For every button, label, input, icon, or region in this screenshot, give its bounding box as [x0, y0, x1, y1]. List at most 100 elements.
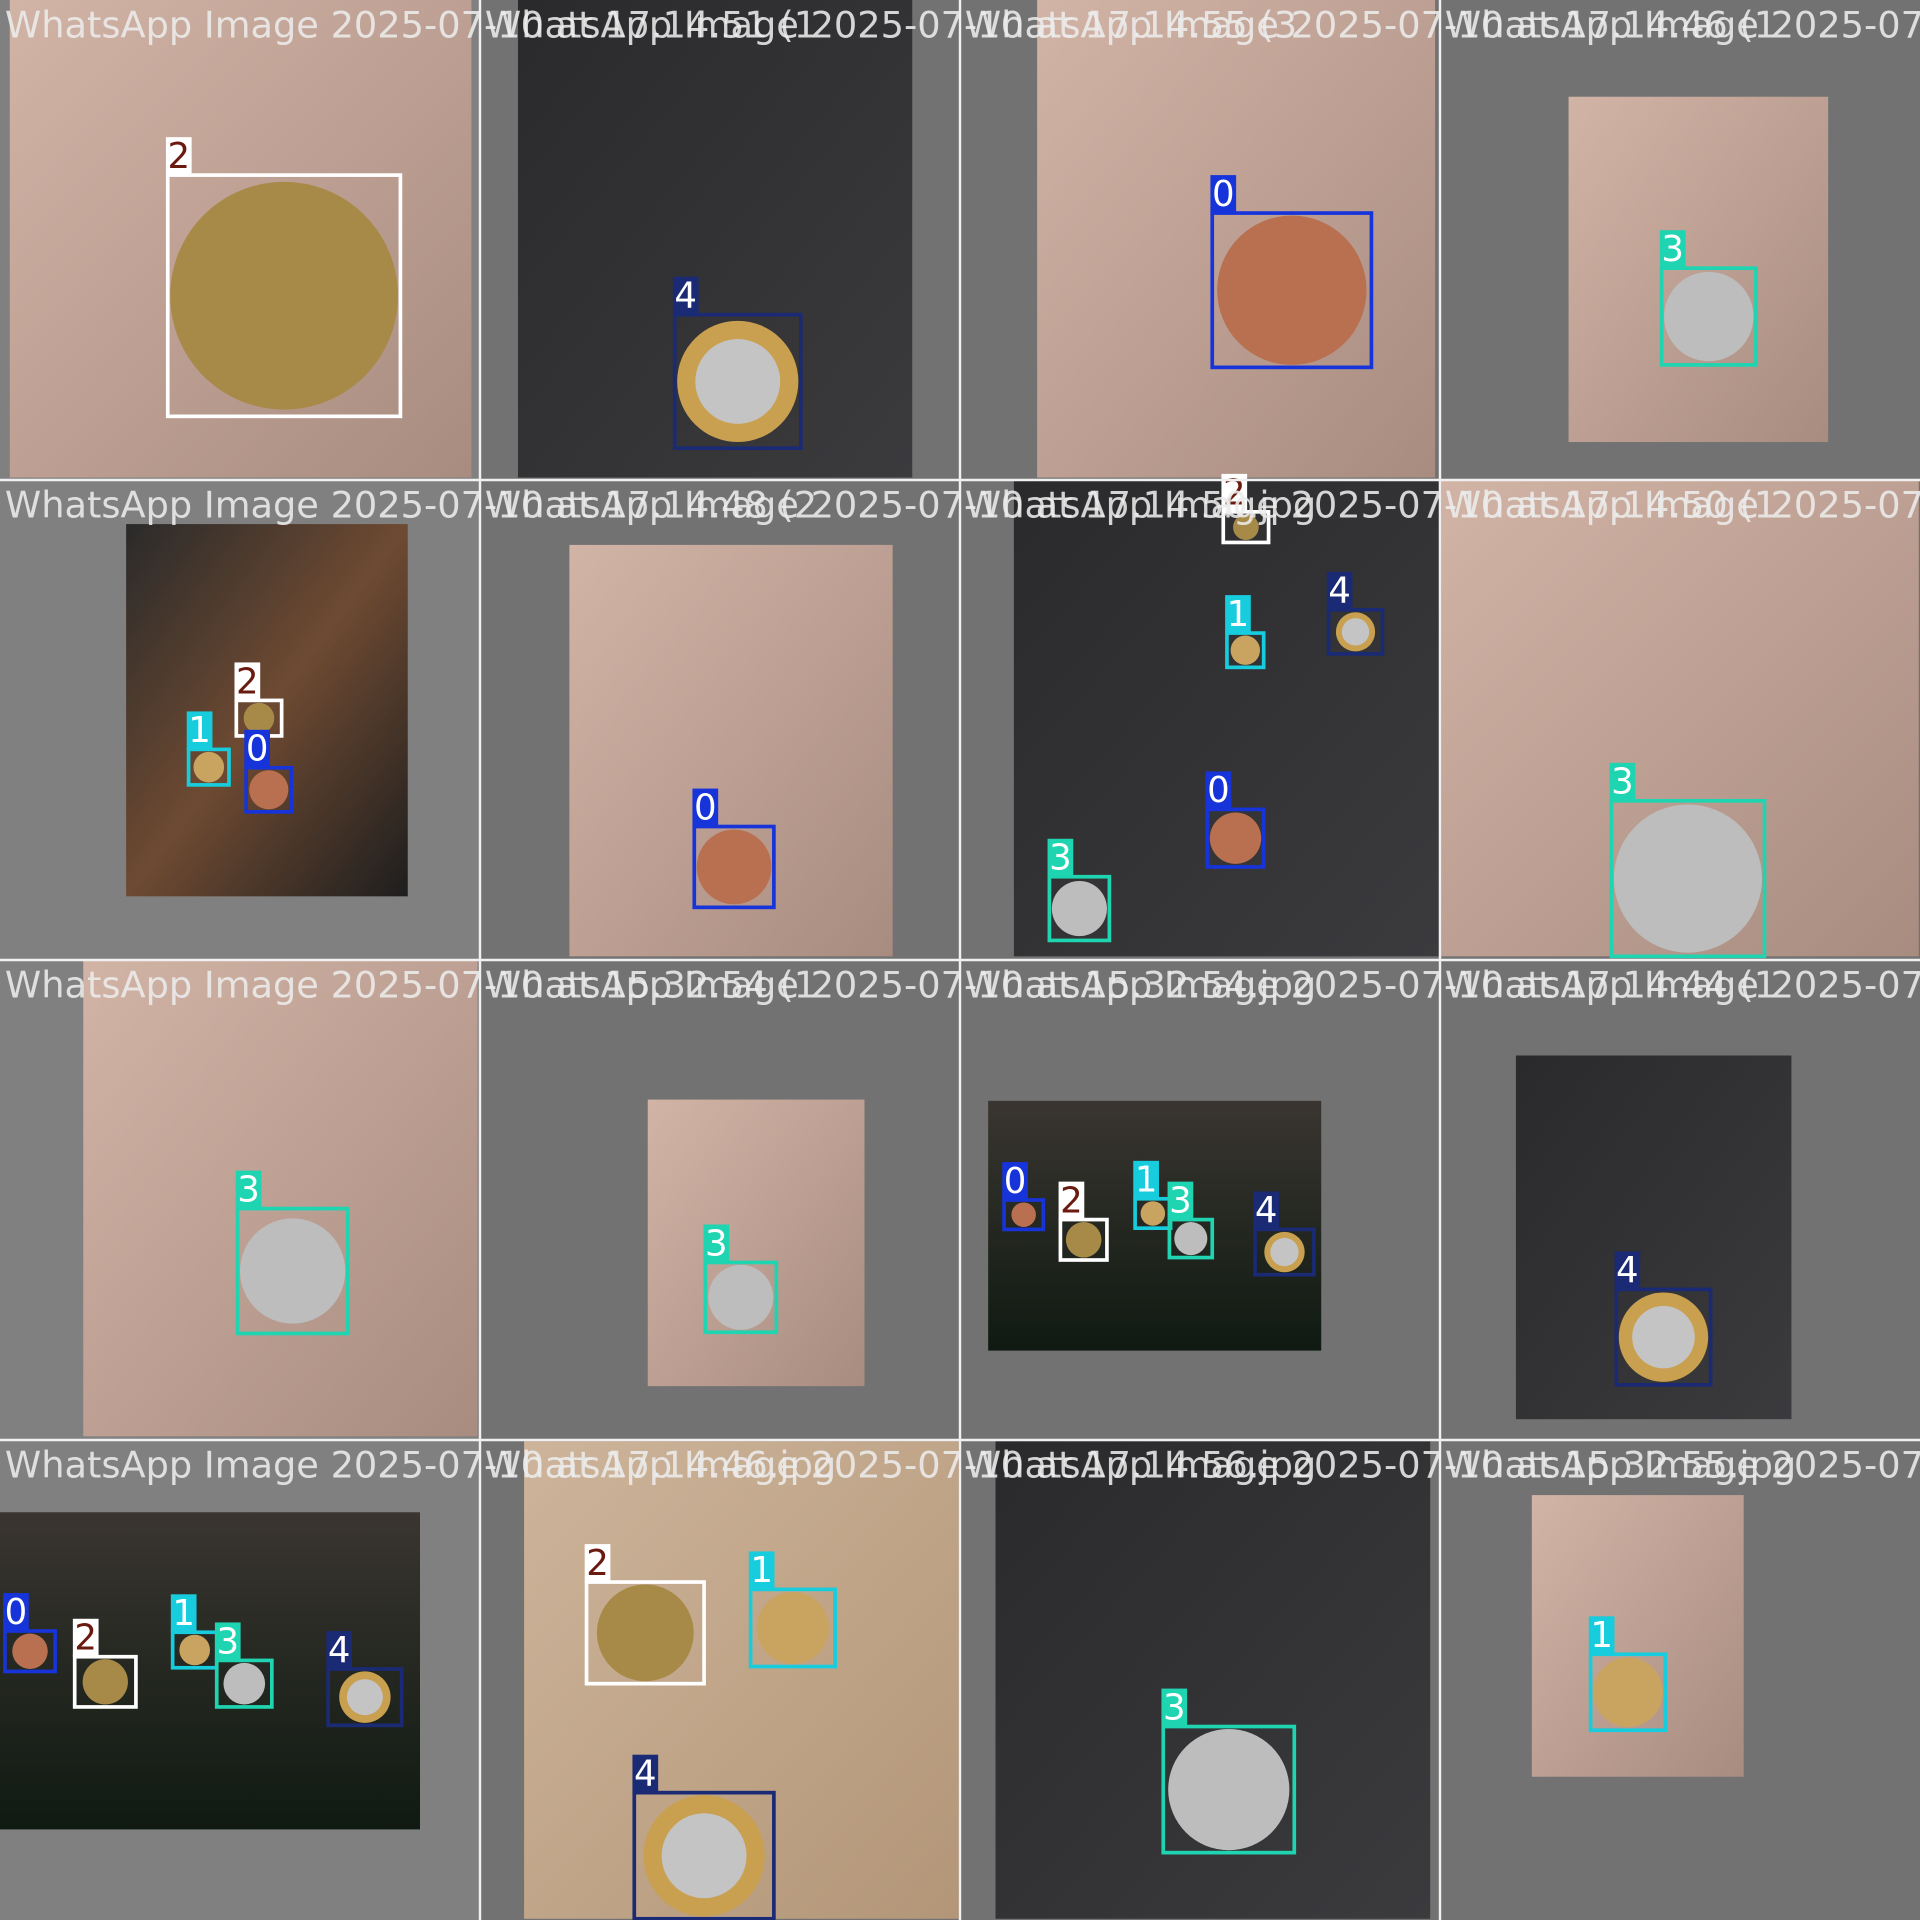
- coin: [708, 1264, 774, 1330]
- label-tag: [186, 711, 213, 750]
- image-title: WhatsApp Image 2025-07-10 at 17.14.50 (1: [965, 483, 1777, 526]
- bounding-box: [1659, 266, 1758, 367]
- class-label: 3: [237, 1169, 260, 1210]
- class-label: 3: [216, 1621, 239, 1662]
- class-label: 3: [1049, 838, 1072, 879]
- class-label: 2: [74, 1618, 97, 1659]
- image-title: WhatsApp Image 2025-07-10 at 17.14.50.jp…: [485, 483, 1316, 526]
- class-label: 1: [1590, 1615, 1613, 1656]
- coin: [1217, 215, 1367, 365]
- coin: [1168, 1728, 1290, 1851]
- class-label: 1: [750, 1550, 773, 1591]
- label-tag: [1047, 838, 1074, 877]
- coin: [170, 181, 398, 410]
- class-label: 3: [1163, 1687, 1186, 1728]
- photo: [1531, 1495, 1744, 1777]
- label-tag: [244, 729, 270, 768]
- bounding-box: [1205, 807, 1266, 869]
- bounding-box: [1326, 607, 1385, 656]
- bounding-box: [3, 1629, 57, 1674]
- bounding-box: [214, 1658, 274, 1709]
- coin: [1230, 635, 1260, 665]
- photo: [647, 1099, 865, 1387]
- label-tag: [1002, 1162, 1028, 1200]
- image-title: WhatsApp Image 2025-07-10 at 17.14.48 (2: [5, 483, 817, 526]
- label-tag: [1326, 571, 1353, 610]
- label-tag: [326, 1631, 353, 1669]
- label-tag: [632, 1754, 659, 1793]
- image-title: WhatsApp Image 2025-07-10 at 15.32.54 (1: [5, 963, 817, 1006]
- bounding-box: [72, 1654, 138, 1709]
- label-tag: [1205, 771, 1232, 810]
- photo: [1037, 0, 1436, 478]
- class-label: 0: [1004, 1161, 1027, 1202]
- class-label: 1: [188, 710, 211, 751]
- image-title: WhatsApp Image 2025-07-1: [1445, 963, 1920, 1006]
- class-label: 4: [328, 1630, 351, 1671]
- label-tag: [1133, 1160, 1159, 1199]
- coin: [249, 770, 289, 810]
- coin: [1051, 881, 1107, 937]
- bounding-box: [692, 824, 776, 910]
- label-tag: [1609, 762, 1636, 801]
- coin: [12, 1633, 48, 1669]
- label-tag: [703, 1224, 730, 1263]
- coin-center: [1632, 1305, 1695, 1369]
- coin: [1209, 812, 1262, 864]
- class-label: 1: [1227, 594, 1250, 635]
- image-title: WhatsApp Image 2025-07-10 at 17.14.51 (1: [5, 3, 817, 46]
- image-title: WhatsApp Image 2025-07-1: [1445, 1443, 1920, 1486]
- coin-center: [1341, 618, 1370, 646]
- bounding-box: [1609, 798, 1767, 959]
- class-label: 0: [246, 729, 269, 770]
- image-title: WhatsApp Image 2025-07-10 at 15.32.55.jp…: [965, 1443, 1796, 1486]
- class-label: 4: [674, 276, 697, 317]
- bounding-box: [165, 173, 403, 419]
- class-label: 2: [167, 136, 190, 177]
- class-label: 0: [1212, 174, 1235, 215]
- bounding-box: [703, 1260, 779, 1335]
- label-tag: [1253, 1191, 1279, 1230]
- image-title: WhatsApp Image 2025-07-10 at 17.14.46 (1: [965, 3, 1777, 46]
- label-tag: [1659, 230, 1686, 269]
- coin: [696, 829, 772, 905]
- class-label: 0: [694, 787, 717, 828]
- bounding-box: [1253, 1227, 1316, 1277]
- label-tag: [235, 1170, 262, 1209]
- label-tag: [1167, 1181, 1194, 1220]
- image-title: WhatsApp Image 2025-07-10 at 15.32.54.jp…: [485, 963, 1316, 1006]
- class-label: 4: [1616, 1250, 1639, 1291]
- class-label: 1: [1135, 1160, 1158, 1201]
- label-tag: [584, 1544, 611, 1583]
- coin: [1174, 1222, 1208, 1256]
- label-tag: [692, 788, 719, 827]
- coin: [193, 751, 225, 783]
- coin: [1664, 271, 1754, 362]
- image-title: WhatsApp Image 2025-07-10 at 17.14.46.jp…: [5, 1443, 836, 1486]
- label-tag: [3, 1593, 29, 1632]
- label-tag: [672, 276, 699, 315]
- bounding-box: [584, 1580, 706, 1686]
- label-tag: [165, 137, 192, 176]
- label-tag: [214, 1622, 241, 1661]
- coin: [240, 1218, 346, 1324]
- bounding-box: [1588, 1652, 1668, 1733]
- bounding-box: [748, 1587, 837, 1669]
- coin: [596, 1584, 694, 1682]
- class-label: 2: [586, 1543, 609, 1584]
- label-tag: [1614, 1251, 1641, 1290]
- class-label: 4: [1255, 1190, 1278, 1231]
- coin-center: [1270, 1237, 1299, 1267]
- image-title: WhatsApp Image 2025-07-10 at 17.14.56.jp…: [485, 1443, 1316, 1486]
- coin: [1613, 804, 1763, 953]
- coin: [1593, 1657, 1663, 1728]
- label-tag: [234, 662, 261, 701]
- bounding-box: [672, 312, 803, 450]
- coin: [1233, 514, 1259, 540]
- class-label: 2: [1223, 473, 1246, 514]
- bounding-box: [1614, 1287, 1713, 1387]
- image-title: WhatsApp Image 2025-07-1: [1445, 3, 1920, 46]
- label-tag: [1225, 595, 1251, 634]
- class-label: 2: [236, 661, 259, 702]
